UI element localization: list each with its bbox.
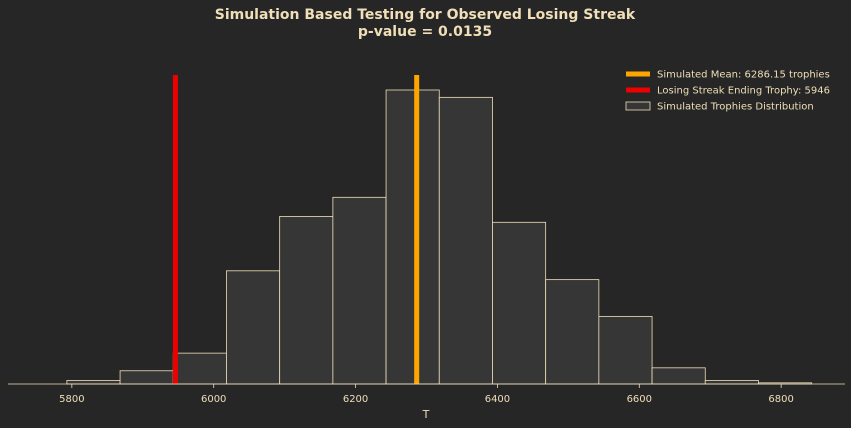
histogram-bar-7 (438, 96, 493, 385)
legend-swatch-2 (625, 101, 651, 111)
chart-title: Simulation Based Testing for Observed Lo… (215, 7, 636, 23)
x-axis-label: T (422, 408, 430, 421)
x-axis-ticks: 5800 6000 6200 6400 6600 6800 (59, 384, 794, 405)
histogram-bar-8 (492, 221, 547, 385)
x-tick-label-5800: 5800 (59, 394, 84, 405)
histogram-bar-0 (66, 380, 121, 385)
x-tick-label-6800: 6800 (768, 394, 793, 405)
legend-label-1: Losing Streak Ending Trophy: 5946 (657, 86, 830, 97)
histogram-bar-10 (598, 315, 653, 385)
x-tick-label-6200: 6200 (343, 394, 368, 405)
histogram-bar-1 (119, 370, 174, 385)
histogram-bar-9 (545, 279, 600, 385)
histogram-bar-2 (172, 352, 227, 385)
histogram-bar-3 (226, 270, 281, 385)
chart-subtitle: p-value = 0.0135 (358, 24, 492, 40)
histogram-bars (66, 89, 813, 385)
x-tick-label-6600: 6600 (627, 394, 652, 405)
histogram-bar-11 (651, 367, 706, 385)
legend-label-2: Simulated Trophies Distribution (657, 102, 814, 113)
reference-lines (172, 75, 420, 384)
histogram-bar-6 (385, 89, 440, 385)
legend: Simulated Mean: 6286.15 trophies Losing S… (625, 70, 830, 113)
histogram-bar-12 (704, 380, 759, 385)
x-tick-label-6000: 6000 (201, 394, 226, 405)
histogram-bar-4 (279, 216, 334, 385)
histogram-bar-5 (332, 196, 387, 385)
legend-label-0: Simulated Mean: 6286.15 trophies (657, 70, 830, 81)
x-tick-label-6400: 6400 (485, 394, 510, 405)
